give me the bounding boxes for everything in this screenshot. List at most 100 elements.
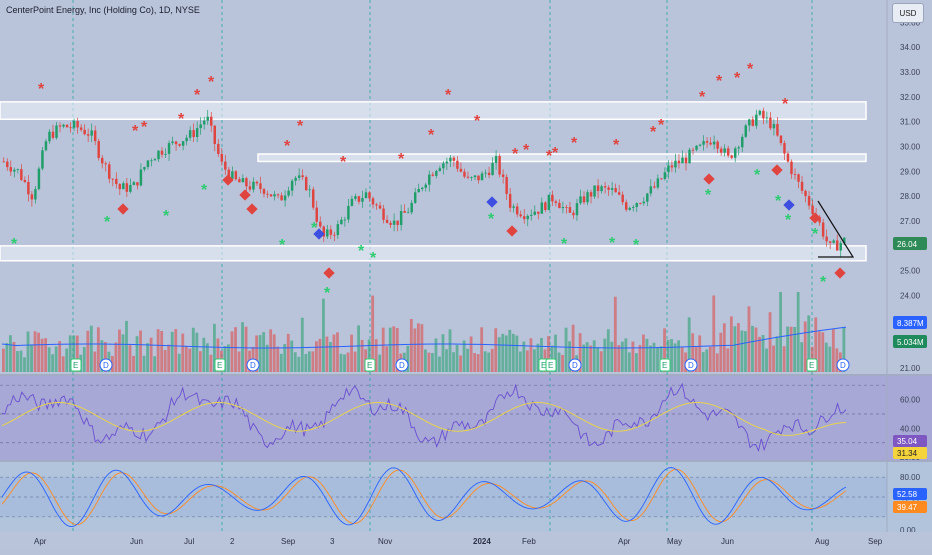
volume-bar xyxy=(244,326,248,372)
candle-body xyxy=(9,167,13,172)
candle-body xyxy=(786,153,790,162)
candle-body xyxy=(206,116,209,121)
candle-body xyxy=(178,144,181,146)
stoch-tick-label: 80.00 xyxy=(900,473,921,482)
volume-bar xyxy=(234,327,237,372)
time-axis-label: 2024 xyxy=(473,537,491,546)
volume-bar xyxy=(325,336,329,372)
volume-ma-line xyxy=(1,326,847,349)
candle-body xyxy=(413,192,417,203)
candle-body xyxy=(698,144,702,146)
candle-body xyxy=(719,148,723,153)
candle-body xyxy=(790,161,793,175)
candle-body xyxy=(628,207,631,210)
sell-signal-star: * xyxy=(650,124,657,141)
volume-bar xyxy=(406,345,410,372)
sell-diamond xyxy=(506,225,518,237)
volume-bar xyxy=(459,355,462,372)
volume-bar xyxy=(603,338,607,372)
volume-bar xyxy=(290,340,294,372)
candle-body xyxy=(252,181,255,190)
candle-body xyxy=(136,182,139,186)
candle-body xyxy=(259,183,262,190)
candle-body xyxy=(677,160,681,164)
volume-bar xyxy=(413,328,417,372)
candle-body xyxy=(544,202,547,210)
support-resistance-zone xyxy=(0,101,867,120)
volume-bar xyxy=(37,332,40,372)
signal-diamond xyxy=(313,228,325,240)
sell-signal-star: * xyxy=(398,151,405,168)
candle-body xyxy=(463,171,466,177)
volume-bar xyxy=(814,317,818,372)
volume-bar xyxy=(392,326,396,372)
candle-body xyxy=(508,193,512,208)
rsi-tick-label: 40.00 xyxy=(900,424,921,433)
candle-body xyxy=(122,183,125,190)
candle-body xyxy=(378,205,382,209)
candle-body xyxy=(818,216,821,223)
volume-bar xyxy=(445,349,448,372)
candle-body xyxy=(744,125,748,137)
candle-body xyxy=(227,169,231,179)
volume-bar xyxy=(476,354,480,372)
candle-body xyxy=(772,123,776,129)
candle-body xyxy=(748,119,751,126)
buy-signal-star: * xyxy=(754,167,761,184)
time-axis-label: Apr xyxy=(34,537,47,546)
sell-signal-star: * xyxy=(546,148,553,165)
volume-bar xyxy=(589,345,593,372)
candle-body xyxy=(445,161,449,164)
volume-bar xyxy=(438,356,441,372)
dividend-icon: D xyxy=(572,361,578,370)
rsi-axis-badge: 35.04 xyxy=(893,435,927,447)
candle-body xyxy=(498,156,501,175)
time-axis-label: May xyxy=(667,537,682,546)
candle-body xyxy=(382,208,385,220)
time-axis-label: 3 xyxy=(330,537,335,546)
candle-body xyxy=(248,186,252,190)
candle-body xyxy=(58,125,62,127)
signal-diamond xyxy=(783,199,795,211)
candle-body xyxy=(111,178,115,180)
candle-body xyxy=(83,129,86,135)
candle-body xyxy=(115,178,118,185)
volume-bar xyxy=(416,323,420,372)
candle-body xyxy=(811,205,814,214)
candle-body xyxy=(653,186,656,188)
volume-bar xyxy=(765,348,768,372)
volume-bar xyxy=(58,341,62,372)
volume-bar xyxy=(712,295,716,372)
candle-body xyxy=(354,196,357,199)
currency-button[interactable]: USD xyxy=(892,3,924,23)
event-marker: E xyxy=(214,358,226,372)
stoch-axis-badge-text: 52.58 xyxy=(897,490,918,499)
volume-bar xyxy=(385,346,389,372)
volume-bar xyxy=(687,317,691,372)
candle-body xyxy=(143,167,146,170)
candle-body xyxy=(364,192,368,199)
volume-bar xyxy=(51,354,55,372)
volume-bar xyxy=(635,353,638,372)
volume-bar xyxy=(758,336,761,372)
volume-bar xyxy=(237,351,241,372)
volume-bar xyxy=(346,352,350,372)
sell-diamond xyxy=(222,174,234,186)
candle-body xyxy=(174,141,178,145)
volume-bar xyxy=(740,330,744,372)
buy-signal-star: * xyxy=(279,237,286,254)
volume-bar xyxy=(360,339,364,372)
candle-body xyxy=(375,204,378,206)
buy-signal-star: * xyxy=(11,236,18,253)
price-tick-label: 29.00 xyxy=(900,167,921,176)
candle-body xyxy=(530,214,533,216)
buy-signal-star: * xyxy=(201,182,208,199)
candle-body xyxy=(674,160,677,168)
candle-body xyxy=(41,150,44,169)
event-marker: D xyxy=(395,358,409,372)
candle-body xyxy=(632,206,635,208)
candle-body xyxy=(34,189,37,200)
volume-bar xyxy=(177,353,181,372)
candle-body xyxy=(776,123,779,136)
